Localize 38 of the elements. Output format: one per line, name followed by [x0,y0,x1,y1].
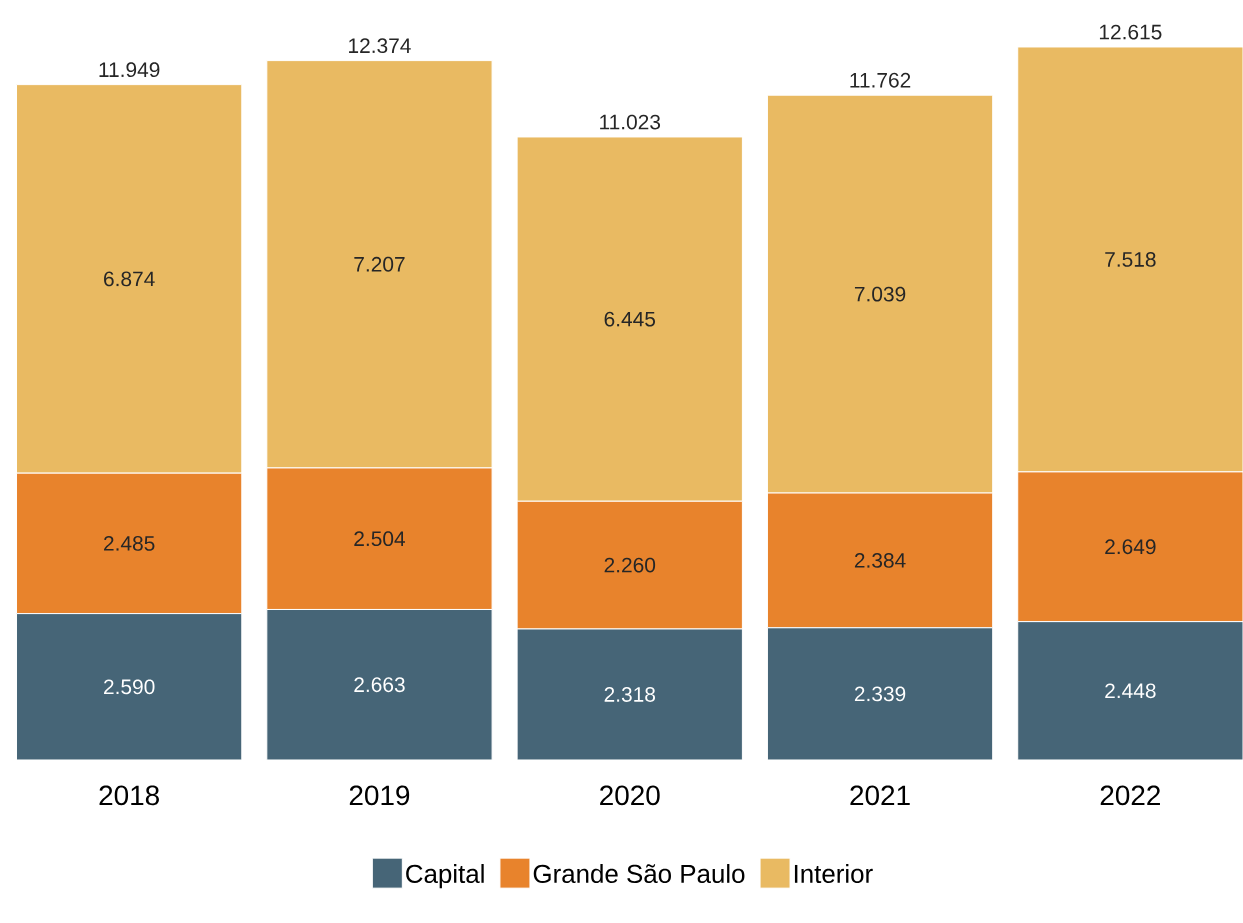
data-label: 2.339 [854,686,906,702]
data-label: 6.874 [104,271,155,287]
bar [16,472,243,615]
data-label: 2.260 [604,557,656,573]
data-label: 2.318 [604,687,656,702]
data-label: 2.504 [354,531,406,547]
legend-label: Interior [794,864,873,884]
x-tick-label: 2022 [1100,785,1160,806]
data-label: 6.445 [604,311,656,327]
data-label: 2.663 [354,677,405,693]
bar [1017,621,1243,761]
x-tick-label: 2018 [99,785,159,806]
data-label: 2.649 [1105,539,1156,555]
data-label: 2.384 [854,553,906,568]
data-label: 7.518 [1105,252,1156,267]
legend-label: Grande São Paulo [533,864,745,884]
total-label: 11.762 [850,72,911,88]
total-label: 12.374 [349,38,411,54]
bar [1017,471,1243,623]
data-label: 2.590 [104,679,155,695]
bar [16,613,242,760]
x-tick-label: 2020 [600,785,660,806]
total-label: 11.023 [600,114,661,130]
bar [516,500,743,630]
data-label: 7.039 [854,286,906,302]
data-label: 2.485 [104,535,155,551]
x-tick-label: 2021 [850,785,910,806]
bar [266,609,493,760]
bar [266,467,493,610]
bar [766,492,994,629]
bar [767,627,993,760]
total-label: 11.949 [99,62,160,78]
x-tick-label: 2019 [349,785,410,806]
total-label: 12.615 [1099,24,1162,40]
data-label: 7.207 [354,256,405,272]
data-label: 2.448 [1105,683,1156,699]
legend-label: Capital [406,864,484,889]
bar [517,628,743,760]
